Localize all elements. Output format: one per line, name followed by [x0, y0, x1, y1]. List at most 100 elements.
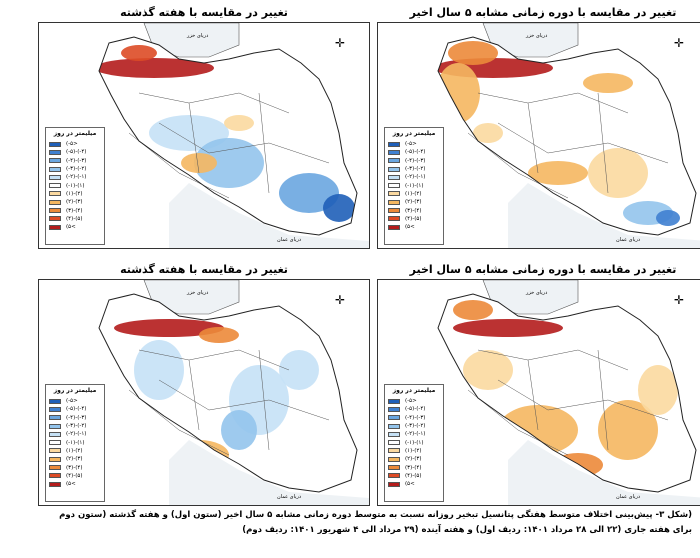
legend: میلیمتر در روز (-۵> (-۵)-(-۴) (-۴)-(-۳) (-۳)…	[384, 384, 444, 502]
map-frame: ✛ دریای خزر دریای عمان میلیمتر در روز (-۵> (-…	[377, 279, 700, 506]
legend-swatch	[49, 440, 61, 446]
legend-item: (-۳)-(-۲)	[385, 422, 443, 430]
legend-label: (-۳)-(-۲)	[66, 166, 87, 173]
legend-item: (۵<	[385, 223, 443, 231]
legend-label: (۱)-(۲)	[66, 190, 83, 197]
evaporation-anomaly-area	[453, 319, 563, 337]
legend-label: (-۵)-(-۴)	[66, 406, 87, 413]
legend-item: (-۵)-(-۴)	[46, 405, 104, 413]
legend: میلیمتر در روز (-۵> (-۵)-(-۴) (-۴)-(-۳) (-۳)…	[45, 384, 105, 502]
province-border	[258, 92, 270, 194]
legend-item: (-۵>	[46, 397, 104, 405]
legend-swatch	[49, 141, 61, 147]
legend-title: میلیمتر در روز	[392, 387, 436, 394]
legend-swatch	[49, 448, 61, 454]
legend-swatch	[388, 423, 400, 429]
province-border	[477, 92, 629, 114]
province-border	[527, 359, 539, 431]
legend-item: (-۵)-(-۴)	[385, 148, 443, 156]
legend-label: (-۱)-(۱)	[66, 182, 85, 189]
legend-label: (۲)-(۳)	[405, 199, 422, 206]
legend-title: میلیمتر در روز	[392, 130, 436, 137]
legend-item: (۱)-(۲)	[46, 190, 104, 198]
legend-swatch	[49, 158, 61, 164]
legend-item: (-۱)-(۱)	[46, 438, 104, 446]
legend-item: (-۵>	[385, 140, 443, 148]
legend-swatch	[388, 473, 400, 479]
legend-label: (۵<	[66, 481, 76, 488]
legend-swatch	[49, 191, 61, 197]
legend-swatch	[49, 208, 61, 214]
province-border	[258, 349, 270, 451]
persian-gulf	[169, 440, 369, 505]
legend-swatch	[49, 183, 61, 189]
evaporation-anomaly-area	[598, 400, 658, 460]
province-border	[497, 379, 669, 421]
oman-sea-label: دریای عمان	[277, 237, 302, 243]
legend-label: (۲)-(۳)	[405, 456, 422, 463]
evaporation-anomaly-area	[279, 173, 339, 213]
evaporation-anomaly-area	[638, 365, 678, 415]
panel-title: تغییر در مقایسه با هفته گذشته	[120, 6, 288, 19]
legend-label: (-۱)-(۱)	[405, 439, 424, 446]
legend-item: (۲)-(۳)	[385, 198, 443, 206]
map-frame: ✛ دریای خزر دریای عمان میلیمتر در روز (-۵> (-…	[377, 22, 700, 249]
province-border	[158, 122, 330, 164]
legend-swatch	[49, 415, 61, 421]
legend-label: (۳)-(۴)	[66, 207, 83, 214]
legend-label: (-۴)-(-۳)	[405, 157, 426, 164]
legend-label: (-۵)-(-۴)	[66, 149, 87, 156]
iran-map: ✛	[98, 23, 369, 248]
legend-swatch	[49, 166, 61, 172]
iran-map: ✛	[98, 280, 369, 505]
evaporation-anomaly-area	[656, 210, 680, 226]
evaporation-anomaly-area	[453, 300, 493, 320]
legend-label: (-۳)-(-۲)	[405, 166, 426, 173]
evaporation-anomaly-area	[448, 41, 498, 65]
legend-item: (-۵)-(-۴)	[385, 405, 443, 413]
legend-item: (-۵)-(-۴)	[46, 148, 104, 156]
evaporation-anomaly-area	[279, 350, 319, 390]
legend-item: (-۴)-(-۳)	[46, 157, 104, 165]
legend-item: (-۱)-(۱)	[46, 181, 104, 189]
province-border	[158, 379, 330, 421]
evaporation-anomaly-area	[117, 395, 141, 445]
legend-label: (-۵)-(-۴)	[405, 149, 426, 156]
legend-item: (-۲)-(-۱)	[385, 430, 443, 438]
legend-item: (-۱)-(۱)	[385, 181, 443, 189]
legend-item: (-۲)-(-۱)	[46, 173, 104, 181]
legend-swatch	[49, 149, 61, 155]
legend-label: (-۵>	[405, 398, 417, 405]
legend-label: (۱)-(۲)	[405, 190, 422, 197]
legend-label: (-۳)-(-۲)	[405, 423, 426, 430]
legend-label: (۳)-(۴)	[405, 207, 422, 214]
evaporation-anomaly-area	[583, 73, 633, 93]
evaporation-anomaly-area	[149, 115, 229, 151]
legend-swatch	[49, 224, 61, 230]
legend-swatch	[49, 406, 61, 412]
legend-label: (-۵>	[66, 398, 78, 405]
province-border	[477, 349, 629, 371]
legend-label: (-۳)-(-۲)	[66, 423, 87, 430]
province-border	[597, 92, 609, 194]
legend-title: میلیمتر در روز	[53, 387, 97, 394]
province-border	[138, 92, 290, 114]
legend-swatch	[49, 216, 61, 222]
legend-swatch	[388, 431, 400, 437]
persian-gulf	[508, 183, 700, 248]
north-arrow-icon: ✛	[674, 293, 684, 307]
legend-swatch	[49, 465, 61, 471]
legend-label: (-۴)-(-۳)	[405, 414, 426, 421]
evaporation-anomaly-area	[134, 340, 184, 400]
legend-label: (-۲)-(-۱)	[66, 431, 87, 438]
legend-swatch	[49, 199, 61, 205]
evaporation-anomaly-area	[528, 161, 588, 185]
legend-swatch	[388, 398, 400, 404]
persian-gulf	[169, 183, 369, 248]
legend-swatch	[388, 415, 400, 421]
legend-item: (-۳)-(-۲)	[46, 165, 104, 173]
legend-item: (۱)-(۲)	[385, 190, 443, 198]
legend-swatch	[388, 440, 400, 446]
evaporation-anomaly-area	[588, 148, 648, 198]
oman-sea-label: دریای عمان	[616, 494, 641, 500]
